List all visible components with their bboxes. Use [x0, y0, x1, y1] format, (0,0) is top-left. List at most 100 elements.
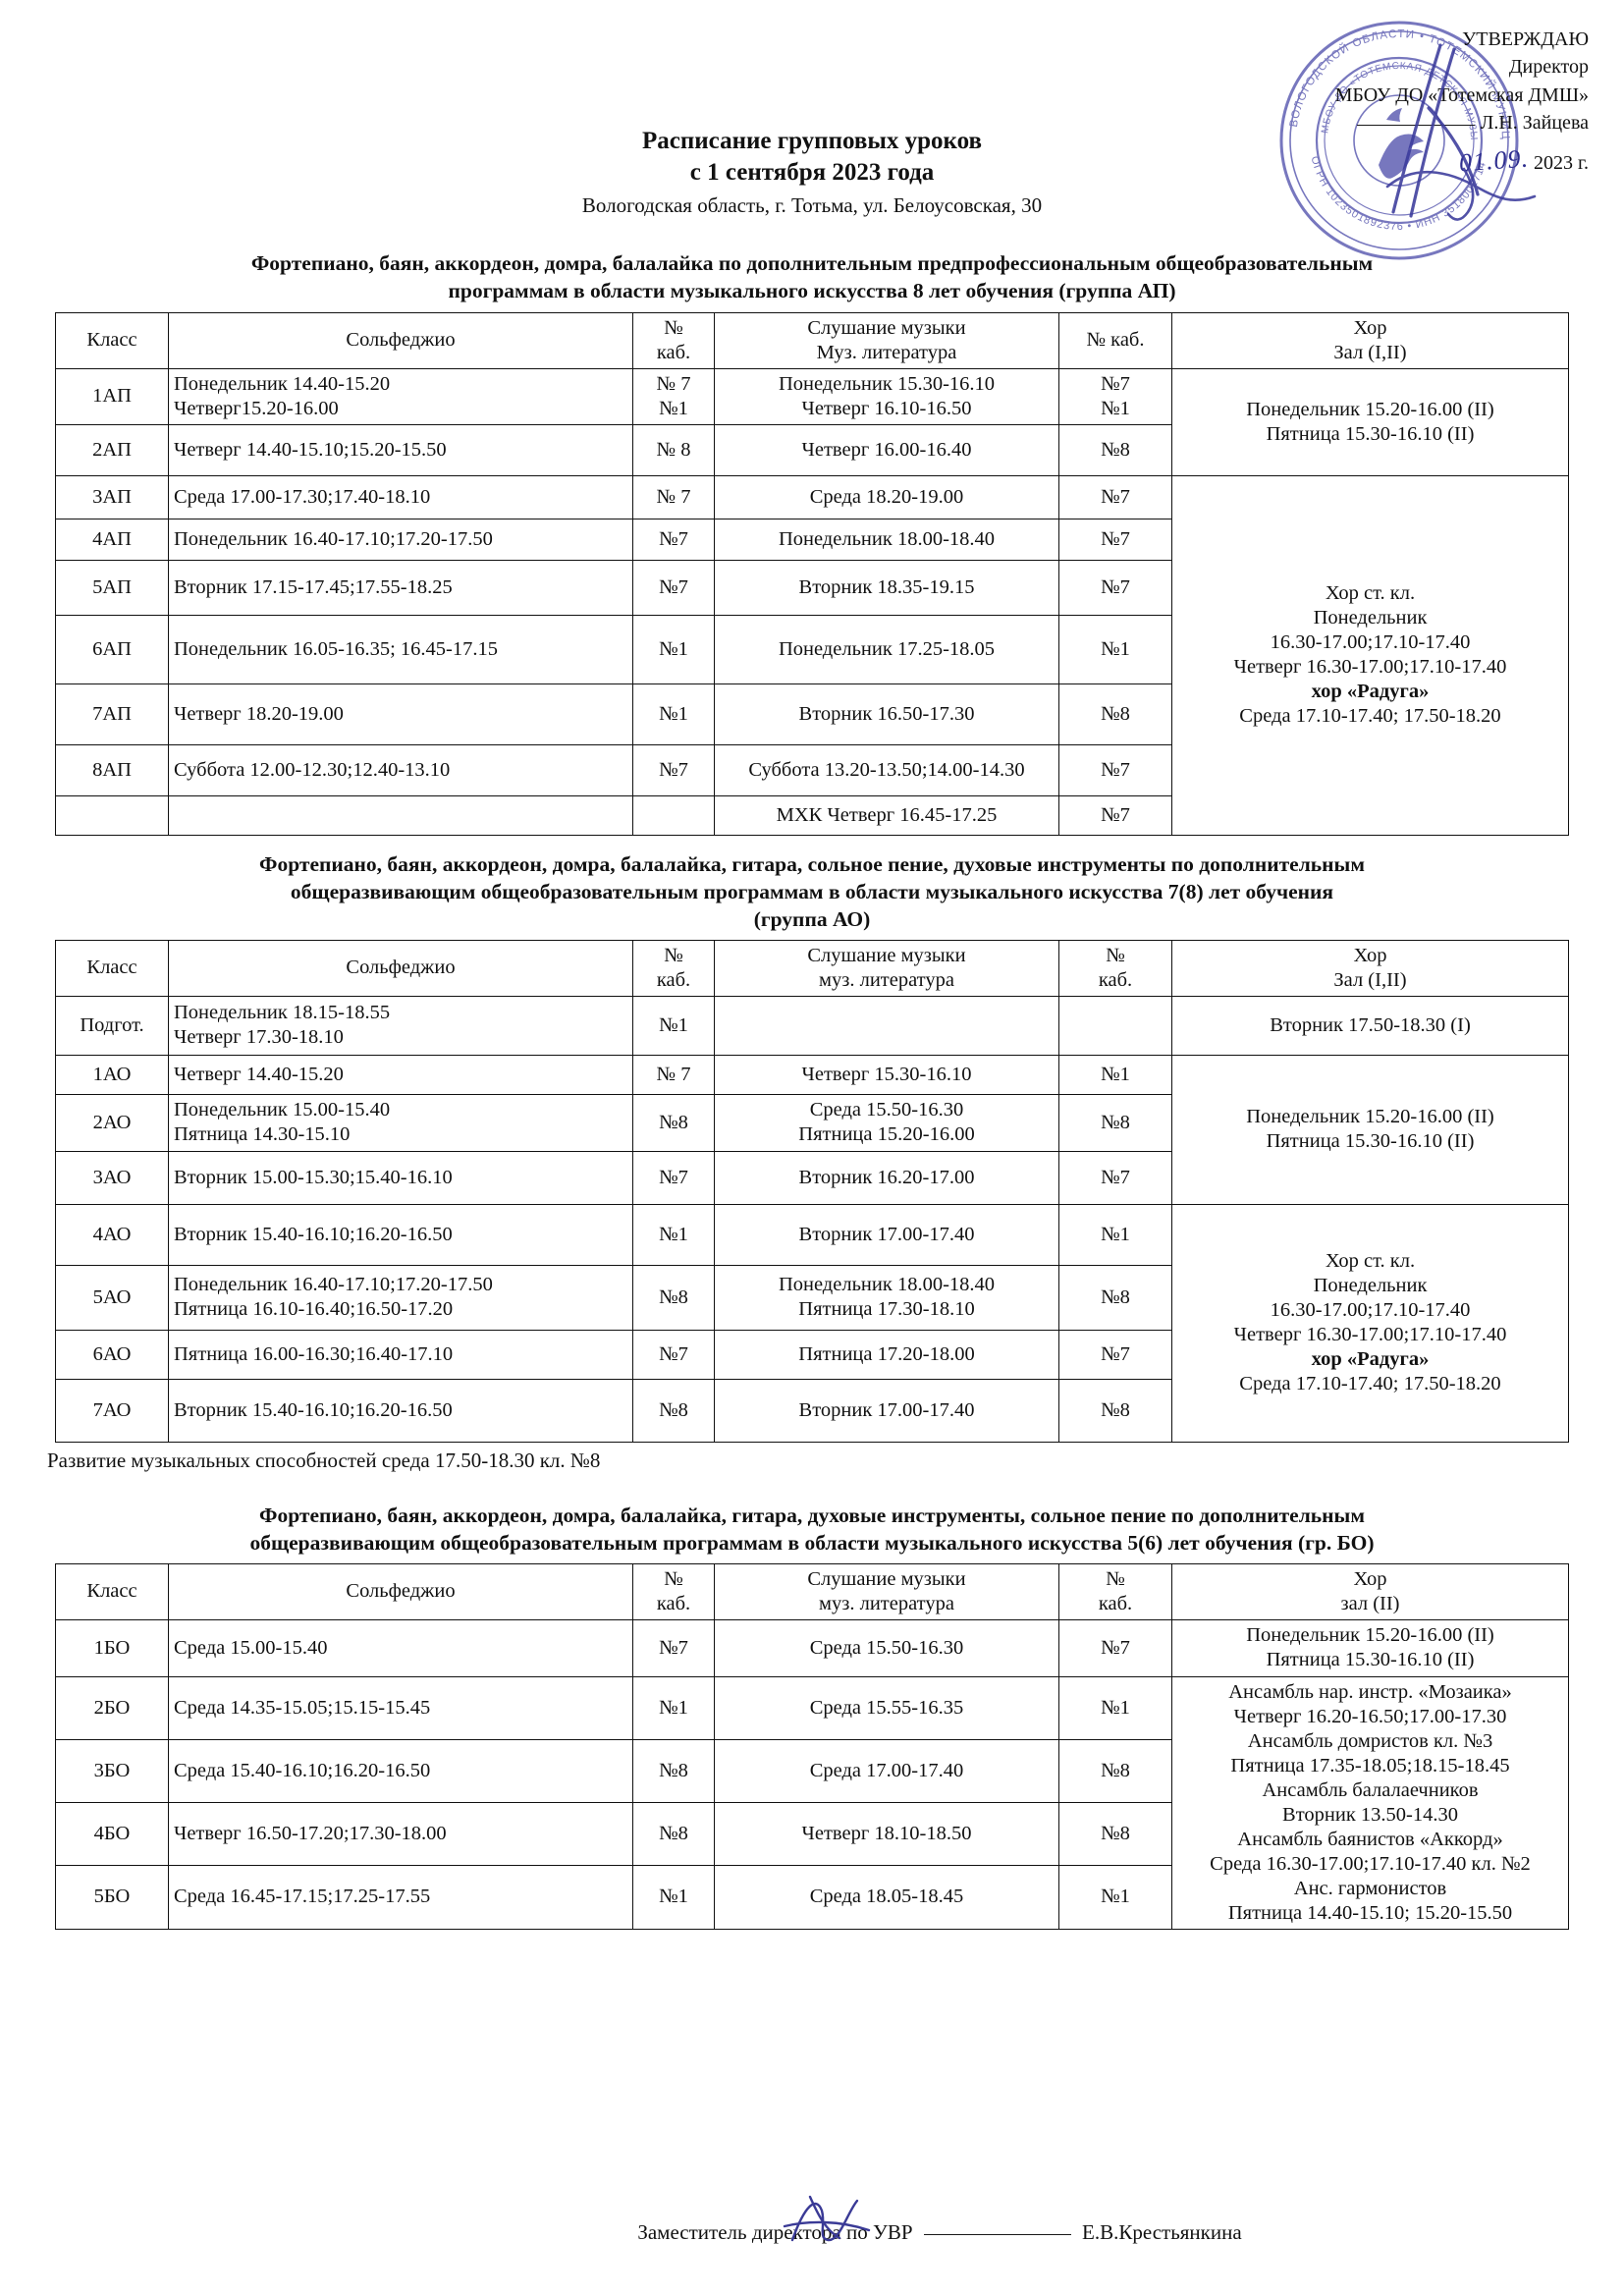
- cell-room-1: №1: [632, 995, 715, 1056]
- cell-line: Среда 14.35-15.05;15.15-15.45: [174, 1696, 431, 1719]
- choir-line: Вторник 13.50-14.30: [1282, 1803, 1458, 1826]
- cell-room-2: №7: [1058, 1329, 1172, 1380]
- cell-room-2: №7: [1058, 1618, 1172, 1677]
- cell-room-2: №8: [1058, 423, 1172, 476]
- cell-line: №7: [659, 1636, 688, 1659]
- cell-room-1: № 7: [632, 1054, 715, 1095]
- cell-room-2: №8: [1058, 1378, 1172, 1443]
- cell-room-1: № 7: [632, 474, 715, 519]
- cell-music-listening: Вторник 18.35-19.15: [714, 559, 1059, 616]
- choir-line: Анс. гармонистов: [1293, 1877, 1447, 1899]
- table-row: 3АО Вторник 15.00-15.30;15.40-16.10 №7 Втор…: [55, 1150, 1569, 1205]
- cell-music-listening: Четверг 18.10-18.50: [714, 1802, 1059, 1867]
- cell-solfeggio: Среда 16.45-17.15;17.25-17.55: [168, 1865, 633, 1930]
- cell-line: №1: [1101, 1063, 1130, 1085]
- cell-line: Среда 15.50-16.30: [809, 1636, 964, 1659]
- col-class: Класс: [55, 939, 169, 997]
- cell-line: №7: [659, 758, 688, 781]
- cell-class: 3АО: [55, 1150, 169, 1205]
- cell-class: 8АП: [55, 743, 169, 796]
- section-heading-bo: Фортепиано, баян, аккордеон, домра, бала…: [51, 1503, 1573, 1558]
- cell-line: Вторник 16.20-17.00: [798, 1166, 975, 1188]
- cell-solfeggio: Четверг 18.20-19.00: [168, 683, 633, 745]
- cell-line: Четверг 16.00-16.40: [801, 438, 972, 461]
- cell-choir: Понедельник 15.20-16.00 (II) Пятница 15.3…: [1171, 367, 1569, 476]
- choir-line: Пятница 17.35-18.05;18.15-18.45: [1230, 1754, 1510, 1777]
- cell-room-1: №8: [632, 1378, 715, 1443]
- cell-room-2: №1: [1058, 1675, 1172, 1740]
- choir-line: Четверг 16.20-16.50;17.00-17.30: [1233, 1705, 1507, 1727]
- table-body-ap: 1АП Понедельник 14.40-15.20 Четверг15.20-1…: [55, 367, 1569, 836]
- cell-line: №1: [1101, 397, 1130, 419]
- cell-music-listening: Понедельник 15.30-16.10 Четверг 16.10-16.…: [714, 367, 1059, 425]
- cell-room-1: №8: [632, 1738, 715, 1804]
- cell-line: Вторник 15.40-16.10;16.20-16.50: [174, 1398, 453, 1421]
- table-row: 3АП Среда 17.00-17.30;17.40-18.10 № 7 Среда…: [55, 474, 1569, 836]
- choir-line: хор «Радуга»: [1311, 681, 1430, 703]
- cell-music-listening: Вторник 16.20-17.00: [714, 1150, 1059, 1205]
- cell-line: Понедельник 18.00-18.40: [778, 1274, 996, 1296]
- cell-line: №8: [1101, 702, 1130, 725]
- cell-class: 7АО: [55, 1378, 169, 1443]
- cell-room-2: №1: [1058, 1054, 1172, 1095]
- cell-class: 6АО: [55, 1329, 169, 1380]
- cell-line: Четверг 17.30-18.10: [174, 1026, 344, 1049]
- col-room-2: № каб.: [1058, 939, 1172, 997]
- footer-role: Заместитель директора по УВР: [637, 2220, 913, 2244]
- table-body-ao: Подгот. Понедельник 18.15-18.55 Четверг 17…: [55, 995, 1569, 1443]
- col-class: Класс: [55, 311, 169, 369]
- cell-line: Суббота 12.00-12.30;12.40-13.10: [174, 758, 451, 781]
- cell-solfeggio: Среда 14.35-15.05;15.15-15.45: [168, 1675, 633, 1740]
- cell-line: Пятница 15.20-16.00: [798, 1123, 975, 1146]
- cell-room-2: №7: [1058, 474, 1172, 519]
- cell-solfeggio: Понедельник 16.40-17.10;17.20-17.50: [168, 518, 633, 561]
- cell-line: №1: [1101, 1696, 1130, 1719]
- cell-line: Среда 17.00-17.30;17.40-18.10: [174, 485, 431, 508]
- cell-room-2: №7: [1058, 794, 1172, 836]
- choir-line: Ансамбль домристов кл. №3: [1247, 1729, 1493, 1752]
- cell-line: №8: [659, 1111, 688, 1133]
- cell-line: №1: [1101, 1886, 1130, 1908]
- cell-room-1: №7: [632, 743, 715, 796]
- title-line-2: с 1 сентября 2023 года: [689, 159, 935, 186]
- cell-solfeggio: Четверг 16.50-17.20;17.30-18.00: [168, 1802, 633, 1867]
- cell-line: №7: [1101, 372, 1130, 395]
- cell-line: №7: [659, 575, 688, 598]
- cell-room-2: №7: [1058, 743, 1172, 796]
- cell-solfeggio: Среда 15.40-16.10;16.20-16.50: [168, 1738, 633, 1804]
- cell-line: №8: [659, 1285, 688, 1308]
- cell-line: №1: [659, 397, 688, 419]
- cell-line: Среда 18.05-18.45: [809, 1886, 964, 1908]
- cell-room-1: №8: [632, 1093, 715, 1152]
- cell-solfeggio: Вторник 17.15-17.45;17.55-18.25: [168, 559, 633, 616]
- cell-class: 6АП: [55, 614, 169, 684]
- choir-line: Четверг 16.30-17.00;17.10-17.40: [1233, 1324, 1507, 1346]
- cell-room-2: №7: [1058, 518, 1172, 561]
- cell-class: 2БО: [55, 1675, 169, 1740]
- cell-line: №7: [1101, 1166, 1130, 1188]
- cell-solfeggio: Четверг 14.40-15.10;15.20-15.50: [168, 423, 633, 476]
- cell-class: 5АП: [55, 559, 169, 616]
- cell-music-listening: Вторник 16.50-17.30: [714, 683, 1059, 745]
- col-music-listening: Слушание музыки Муз. литература: [714, 311, 1059, 369]
- cell-line: №7: [1101, 527, 1130, 550]
- cell-line: Четверг 18.10-18.50: [801, 1823, 972, 1845]
- cell-line: Понедельник 17.25-18.05: [778, 637, 996, 660]
- cell-solfeggio: Среда 15.00-15.40: [168, 1618, 633, 1677]
- document-address: Вологодская область, г. Тотьма, ул. Бело…: [581, 193, 1043, 217]
- cell-room-1: №7: [632, 1618, 715, 1677]
- cell-line: №8: [659, 1823, 688, 1845]
- choir-line: Пятница 14.40-15.10; 15.20-15.50: [1227, 1901, 1513, 1924]
- cell-line: Понедельник 15.30-16.10: [778, 372, 996, 395]
- cell-solfeggio: Понедельник 18.15-18.55 Четверг 17.30-18.…: [168, 995, 633, 1056]
- cell-line: Среда 15.55-16.35: [809, 1696, 964, 1719]
- choir-line: хор «Радуга»: [1311, 1348, 1430, 1371]
- cell-line: №7: [1101, 1342, 1130, 1365]
- cell-music-listening: Четверг 16.00-16.40: [714, 423, 1059, 476]
- cell-line: №1: [659, 702, 688, 725]
- approval-org: МБОУ ДО «Тотемская ДМШ»: [1334, 83, 1589, 106]
- cell-line: Среда 17.00-17.40: [809, 1759, 964, 1781]
- table-row: 1АП Понедельник 14.40-15.20 Четверг15.20-1…: [55, 367, 1569, 476]
- cell-line: Пятница 14.30-15.10: [174, 1123, 351, 1146]
